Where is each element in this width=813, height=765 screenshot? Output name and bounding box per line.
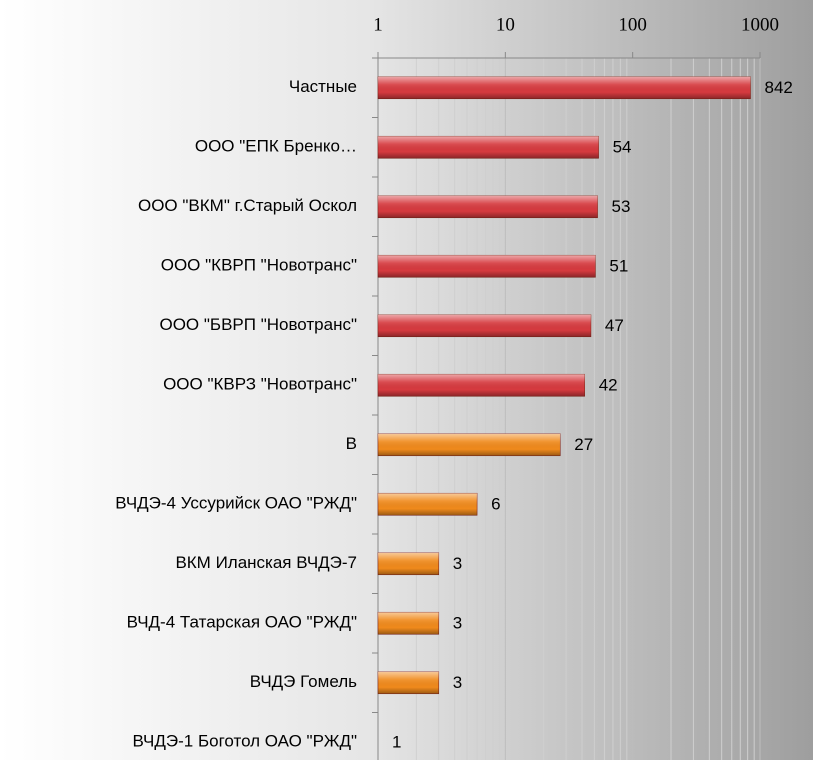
bar-shine [378,433,561,456]
bar-shine [378,552,439,575]
y-tick-label: ООО "КВРП "Новотранс" [161,256,357,275]
y-tick-label: ВКМ Иланская ВЧДЭ-7 [175,553,357,572]
y-tick-label: В [346,434,357,453]
x-tick-label: 1 [373,14,383,35]
bar-shine [378,671,439,694]
value-label: 3 [453,614,462,633]
value-label: 42 [599,376,618,395]
bar-shine [378,493,478,516]
x-tick-label: 1000 [741,14,779,35]
value-label: 51 [609,257,628,276]
y-tick-label: ВЧДЭ-4 Уссурийск ОАО "РЖД" [115,494,357,513]
y-tick-label: ООО "ЕПК Бренко… [195,137,357,156]
value-label: 842 [764,78,792,97]
bar-shine [378,255,596,278]
bar-shine [378,374,585,397]
y-tick-label: ООО "ВКМ" г.Старый Оскол [138,196,357,215]
value-label: 1 [392,733,401,752]
y-tick-label: ВЧДЭ-1 Боготол ОАО "РЖД" [132,732,357,751]
value-label: 3 [453,673,462,692]
value-label: 47 [605,316,624,335]
value-label: 53 [612,197,631,216]
value-label: 54 [613,138,632,157]
value-label: 27 [574,435,593,454]
y-tick-label: ВЧДЭ Гомель [250,672,357,691]
y-tick-label: ВЧД-4 Татарская ОАО "РЖД" [127,613,357,632]
value-label: 6 [491,495,500,514]
x-tick-label: 10 [496,14,515,35]
x-tick-label: 100 [618,14,647,35]
bar-shine [378,76,751,99]
bar-shine [378,195,598,218]
y-tick-label: Частные [289,77,357,96]
y-tick-label: ООО "БВРП "Новотранс" [159,315,357,334]
bar-shine [378,612,439,635]
bar-shine [378,136,599,159]
y-tick-label: ООО "КВРЗ "Новотранс" [163,375,357,394]
value-label: 3 [453,554,462,573]
bar-shine [378,314,591,337]
